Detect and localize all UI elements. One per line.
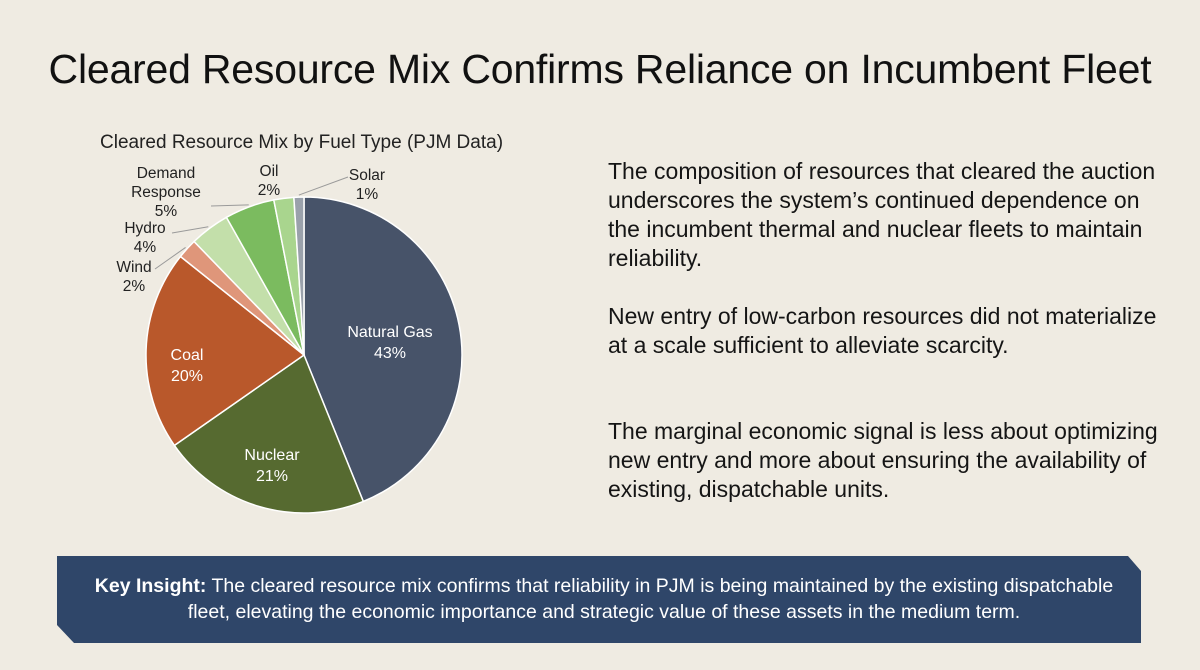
slice-label-nuclear-value: 21% [256,468,288,485]
callout-demand-response-value: 5% [155,203,178,220]
callout-wind-name: Wind [116,259,151,276]
leader-line-solar [298,176,349,196]
chart-title: Cleared Resource Mix by Fuel Type (PJM D… [100,132,504,153]
paragraph-composition: The composition of resources that cleare… [608,158,1156,271]
pie-slice-nuclear [173,353,365,514]
callout-hydro-value: 4% [134,239,157,256]
callout-demand-response-name: Demand [137,165,196,182]
slice-label-natural-gas-value: 43% [374,345,406,362]
key-insight-text: Key Insight: The cleared resource mix co… [84,573,1124,625]
paragraph-new-entry: New entry of low-carbon resources did no… [608,303,1157,358]
key-insight-label: Key Insight: [94,575,207,597]
paragraph-marginal-signal: The marginal economic signal is less abo… [608,418,1158,502]
pie-slice-coal [145,255,306,447]
slice-label-coal-value: 20% [171,368,203,385]
slice-label-nuclear-name: Nuclear [244,447,300,464]
key-insight-banner-shape [57,556,1141,643]
leader-line-demand-response [210,204,249,207]
pie-slice-solar [293,196,305,356]
leader-line-hydro [171,226,209,234]
leader-line-wind [154,247,186,270]
slice-label-natural-gas-name: Natural Gas [347,324,432,341]
callout-wind-value: 2% [123,278,146,295]
slice-label-coal-name: Coal [171,347,204,364]
page-title: Cleared Resource Mix Confirms Reliance o… [48,46,1152,92]
callout-solar-name: Solar [349,167,385,184]
callout-solar-value: 1% [356,186,379,203]
pie-slice-natural-gas [303,196,463,503]
callout-oil-value: 2% [258,182,281,199]
callout-oil-name: Oil [260,163,279,180]
key-insight-body: The cleared resource mix confirms that r… [187,575,1114,623]
callout-hydro-name: Hydro [124,220,165,237]
callout-demand-response-name: Response [131,184,201,201]
